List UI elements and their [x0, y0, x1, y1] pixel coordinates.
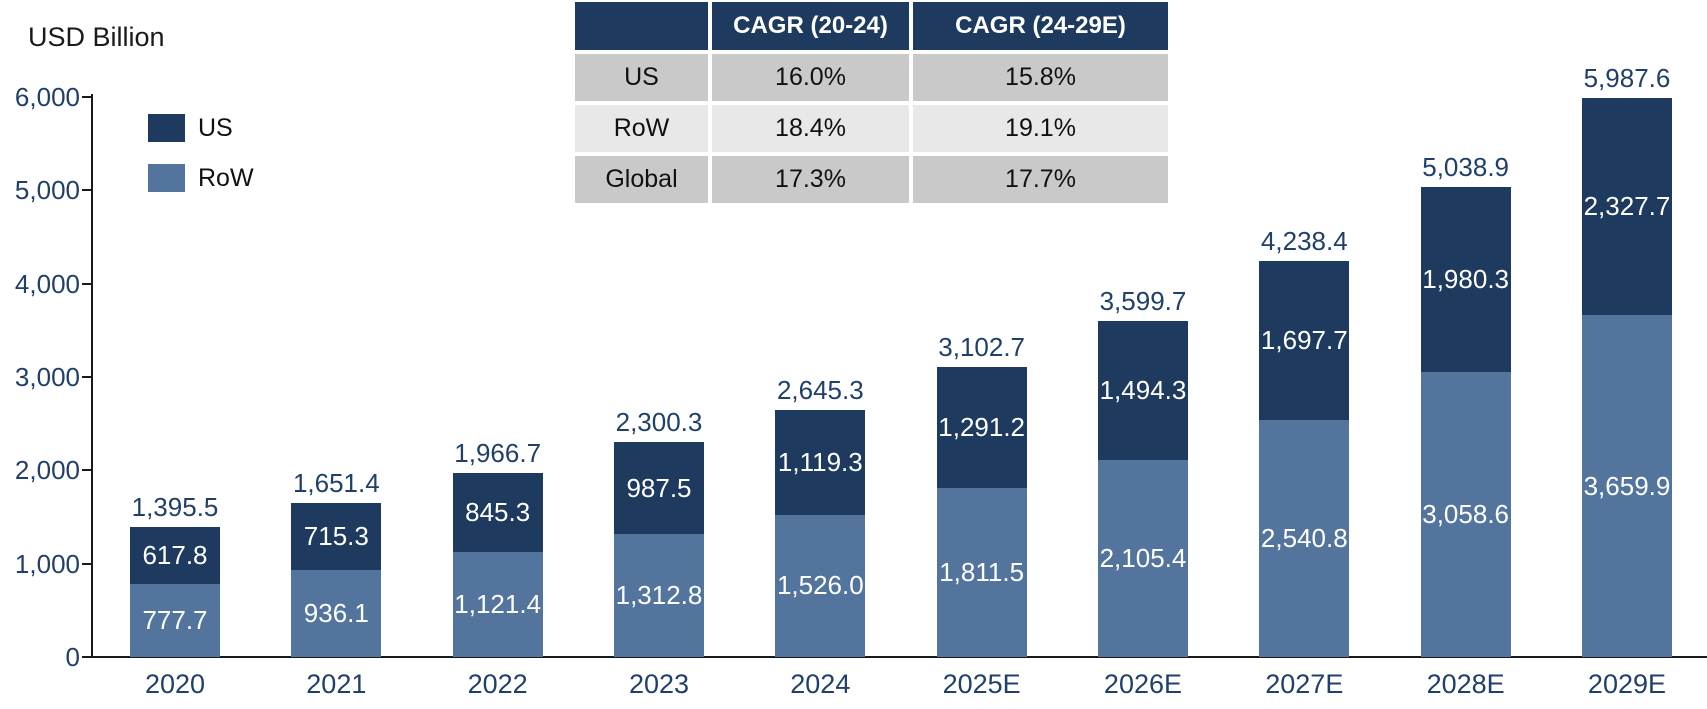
cagr-cell-1-1: 18.4% [712, 105, 909, 152]
x-axis-label-2023: 2023 [628, 669, 690, 699]
bar-2028E-row-segment: 3,058.6 [1420, 371, 1511, 657]
y-tick [82, 656, 92, 658]
x-axis-label-2022: 2022 [467, 669, 528, 699]
bar-2029E-total-label: 5,987.6 [1583, 63, 1671, 94]
bar-2022-total-label: 1,966.7 [454, 438, 542, 469]
legend-label: RoW [198, 163, 254, 192]
y-tick-label: 6,000 [14, 82, 80, 112]
bar-2028E-us-segment: 1,980.3 [1420, 186, 1511, 372]
bar-2025E-row-segment: 1,811.5 [936, 487, 1027, 657]
y-tick [82, 469, 92, 472]
bar-2027E-total-label: 4,238.4 [1260, 226, 1348, 257]
bar-2024-total-label: 2,645.3 [776, 375, 864, 406]
bar-2026E-total-label: 3,599.7 [1099, 286, 1187, 317]
y-tick-label: 5,000 [14, 175, 80, 206]
x-axis-label-2025E: 2025E [942, 669, 1021, 699]
y-tick [82, 376, 92, 378]
y-axis-title: USD Billion [28, 22, 165, 52]
y-tick-label: 0 [65, 642, 80, 672]
y-tick-label: 3,000 [14, 362, 80, 392]
cagr-header-cell-1: CAGR (20-24) [712, 2, 909, 50]
cagr-cell-2-1: 17.3% [712, 156, 909, 203]
bar-2023-total-label: 2,300.3 [615, 407, 703, 438]
cagr-cell-2-2: 17.7% [913, 156, 1168, 203]
bar-2029E-row-segment: 3,659.9 [1581, 315, 1672, 657]
bar-2020-row-segment: 777.7 [130, 584, 220, 657]
y-tick [82, 96, 92, 98]
x-axis-label-2026E: 2026E [1103, 669, 1182, 699]
bar-2027E-row-segment: 2,540.8 [1259, 419, 1350, 657]
y-tick-label: 1,000 [14, 548, 80, 579]
bar-2021-total-label: 1,651.4 [292, 467, 380, 498]
bar-2028E-total-label: 5,038.9 [1422, 151, 1509, 182]
y-tick-label: 4,000 [14, 268, 80, 299]
cagr-cell-2-0: Global [575, 156, 708, 203]
y-tick [82, 282, 92, 285]
chart-legend: US RoW [148, 114, 254, 214]
bar-2025E-us-segment: 1,291.2 [936, 367, 1027, 488]
legend-item-row: RoW [148, 164, 254, 192]
x-axis-label-2028E: 2028E [1426, 669, 1505, 699]
cagr-table: CAGR (20-24) CAGR (24-29E) US 16.0% 15.8% RoW… [575, 2, 1168, 203]
x-axis-label-2024: 2024 [790, 669, 851, 699]
legend-swatch-row [148, 164, 185, 192]
y-tick [82, 562, 92, 565]
bar-2029E-us-segment: 2,327.7 [1581, 98, 1672, 316]
x-axis-label-2029E: 2029E [1587, 669, 1666, 699]
bar-2023-us-segment: 987.5 [613, 442, 704, 535]
y-axis-line [91, 94, 93, 658]
x-axis-label-2021: 2021 [306, 669, 367, 699]
bar-2024-us-segment: 1,119.3 [775, 410, 866, 515]
bar-2026E-us-segment: 1,494.3 [1097, 321, 1188, 461]
x-axis-label-2027E: 2027E [1265, 669, 1344, 699]
legend-swatch-us [148, 114, 185, 142]
bar-2023-row-segment: 1,312.8 [613, 534, 704, 657]
legend-label: US [198, 113, 233, 142]
cagr-cell-0-2: 15.8% [913, 54, 1168, 101]
cagr-header-cell-0 [575, 2, 708, 50]
bar-2022-row-segment: 1,121.4 [452, 552, 543, 657]
bar-2020-total-label: 1,395.5 [131, 491, 219, 522]
cagr-cell-1-2: 19.1% [913, 105, 1168, 152]
bar-2026E-row-segment: 2,105.4 [1097, 460, 1188, 657]
cagr-header-cell-2: CAGR (24-29E) [913, 2, 1168, 50]
legend-item-us: US [148, 114, 254, 142]
bar-2024-row-segment: 1,526.0 [775, 514, 866, 657]
bar-2027E-us-segment: 1,697.7 [1259, 261, 1350, 420]
x-axis-line [91, 656, 1707, 658]
bar-2020-us-segment: 617.8 [130, 526, 220, 585]
y-tick [82, 189, 92, 192]
bar-2025E-total-label: 3,102.7 [938, 332, 1026, 363]
cagr-cell-0-1: 16.0% [712, 54, 909, 101]
bar-2021-us-segment: 715.3 [291, 502, 382, 570]
bar-2021-row-segment: 936.1 [291, 569, 382, 657]
cagr-cell-1-0: RoW [575, 105, 708, 152]
x-axis-label-2020: 2020 [144, 669, 206, 699]
y-tick-label: 2,000 [14, 455, 80, 486]
bar-2022-us-segment: 845.3 [452, 473, 543, 553]
cagr-cell-0-0: US [575, 54, 708, 101]
